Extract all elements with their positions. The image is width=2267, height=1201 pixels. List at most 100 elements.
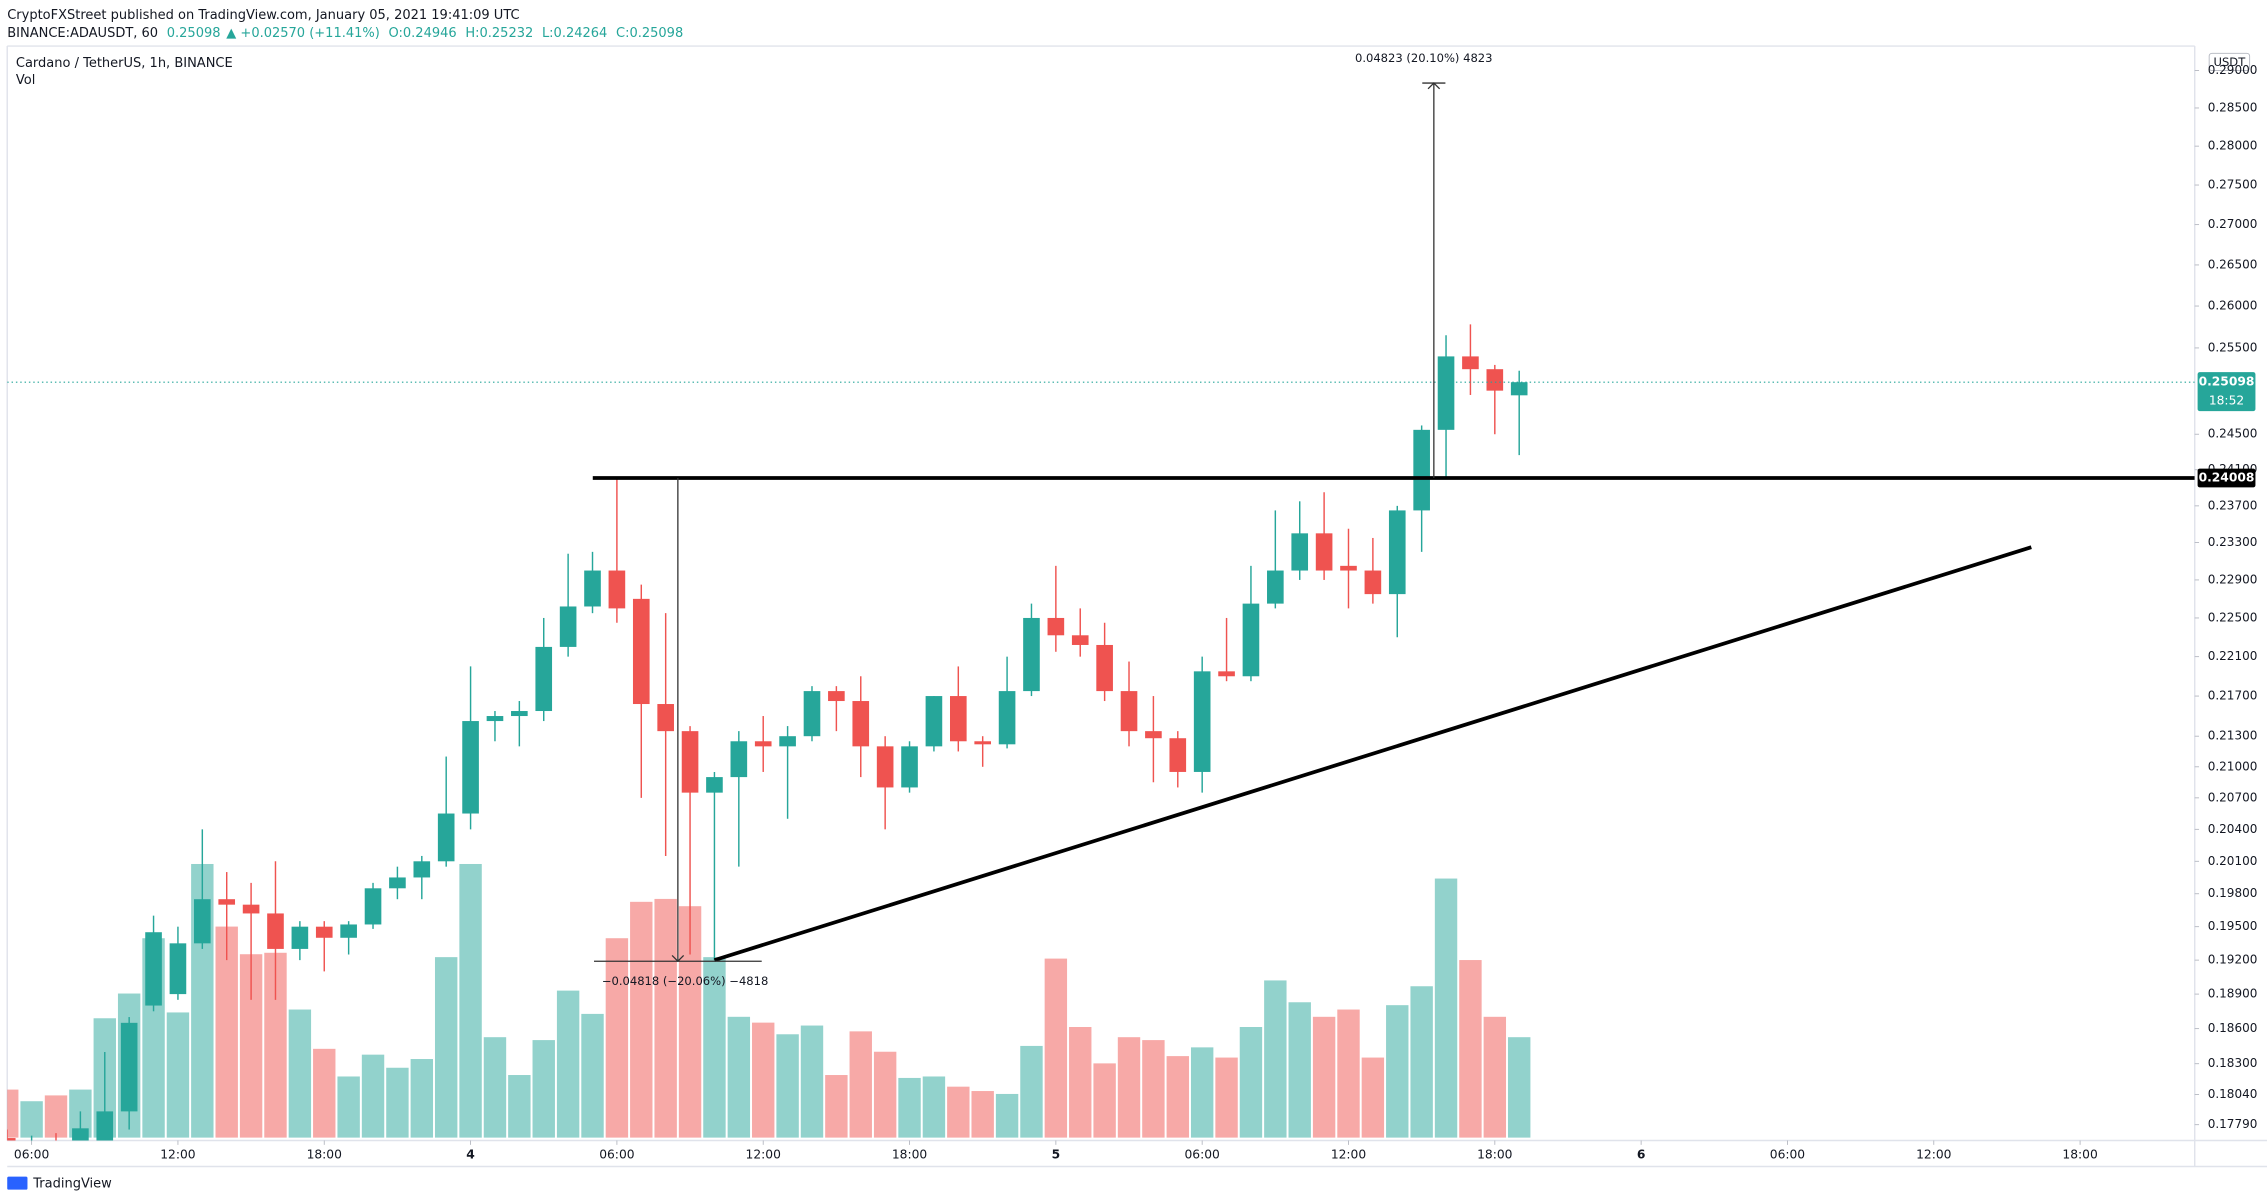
candle-body xyxy=(1388,510,1406,595)
resistance-tag xyxy=(2197,468,2256,488)
volume-bar xyxy=(1264,980,1287,1138)
volume-bar xyxy=(1434,878,1458,1138)
x-tick-label: 6 xyxy=(1637,1147,1646,1161)
volume-bar xyxy=(1312,1016,1336,1138)
volume-bar xyxy=(873,1051,897,1138)
candle-body xyxy=(242,904,260,914)
candle-body xyxy=(1486,369,1504,391)
candle-body xyxy=(511,711,528,717)
volume-bar xyxy=(825,1075,848,1138)
tradingview-logo: TradingView xyxy=(7,1176,112,1191)
candle-body xyxy=(1340,565,1357,571)
candle-body xyxy=(1023,617,1040,692)
candle-body xyxy=(462,721,479,814)
volume-bar xyxy=(1069,1027,1092,1138)
volume-bar xyxy=(532,1040,555,1138)
countdown: 18:52 xyxy=(2209,394,2244,408)
candle-body xyxy=(120,1022,138,1112)
candle-body xyxy=(72,1128,89,1141)
x-tick-label: 12:00 xyxy=(160,1147,195,1161)
currency-box xyxy=(2208,52,2251,72)
y-tick-label: 0.22100 xyxy=(2208,649,2258,663)
candle-body xyxy=(974,741,992,745)
x-tick-label: 12:00 xyxy=(746,1147,781,1161)
x-tick-label: 06:00 xyxy=(1184,1147,1219,1161)
candle-body xyxy=(901,746,918,788)
volume-bar xyxy=(971,1091,994,1138)
volume-bar xyxy=(166,1012,190,1138)
y-tick-label: 0.29000 xyxy=(2208,63,2258,77)
volume-bar xyxy=(44,1095,68,1138)
volume-bar xyxy=(703,957,726,1138)
header-item: H:0.25232 xyxy=(465,26,533,41)
candle-body xyxy=(145,932,162,1006)
volume-bar xyxy=(1117,1037,1141,1138)
candle-body xyxy=(291,926,309,949)
volume-bar xyxy=(264,952,287,1138)
volume-bar xyxy=(1361,1057,1385,1138)
candle-body xyxy=(754,741,772,747)
y-tick-label: 0.18900 xyxy=(2208,987,2258,1001)
candle-body xyxy=(779,736,796,747)
candle-body xyxy=(1437,356,1455,430)
y-tick-label: 0.19200 xyxy=(2208,953,2258,967)
volume-bar xyxy=(1337,1009,1360,1138)
candle-body xyxy=(1145,731,1162,739)
header-item: C:0.25098 xyxy=(616,26,683,41)
x-tick-label: 18:00 xyxy=(1477,1147,1512,1161)
brand: TradingView xyxy=(32,1176,112,1191)
y-tick-label: 0.28000 xyxy=(2208,139,2258,153)
candle-body xyxy=(267,913,284,949)
candle-body xyxy=(194,899,211,944)
candle-body xyxy=(1096,644,1113,692)
volume-bar xyxy=(1239,1027,1263,1138)
y-tick-label: 0.17790 xyxy=(2208,1117,2258,1131)
measure-label: −0.04818 (−20.06%) −4818 xyxy=(602,974,769,988)
candle-body xyxy=(389,877,406,889)
candle-body xyxy=(96,1111,114,1141)
candle-body xyxy=(1267,570,1284,604)
candle-body xyxy=(218,899,236,905)
y-tick-label: 0.26000 xyxy=(2208,299,2258,313)
candle-body xyxy=(1462,356,1479,370)
published-line: CryptoFXStreet published on TradingView.… xyxy=(7,8,519,23)
volume-bar xyxy=(995,1093,1019,1138)
candle-body xyxy=(730,741,748,778)
candle-body xyxy=(1047,617,1065,636)
y-tick-label: 0.18600 xyxy=(2208,1021,2258,1035)
header-item: 0.25098 xyxy=(167,26,221,41)
resistance-label: 0.24008 xyxy=(2199,471,2255,485)
measure-arrow xyxy=(671,955,685,963)
chart-title: Cardano / TetherUS, 1h, BINANCE xyxy=(16,56,233,71)
y-tick-label: 0.19800 xyxy=(2208,886,2258,900)
y-tick-label: 0.20400 xyxy=(2208,822,2258,836)
volume-bar xyxy=(20,1101,43,1138)
candle-body xyxy=(315,926,333,938)
candle-body xyxy=(949,696,967,742)
volume-bar xyxy=(313,1048,336,1138)
x-tick-label: 18:00 xyxy=(2062,1147,2097,1161)
volume-legend: Vol xyxy=(16,73,35,88)
volume-bar xyxy=(483,1037,507,1138)
volume-bar xyxy=(922,1076,946,1138)
candle-body xyxy=(1120,691,1138,732)
volume-bar xyxy=(215,926,238,1138)
candle-body xyxy=(437,813,455,862)
volume-bar xyxy=(752,1022,775,1138)
y-tick-label: 0.22900 xyxy=(2208,572,2258,586)
candle-body xyxy=(169,943,187,995)
candle-body xyxy=(1315,533,1333,571)
candle-body xyxy=(413,861,431,878)
volume-bar xyxy=(727,1016,751,1138)
logo-icon xyxy=(7,1176,28,1190)
x-tick-label: 18:00 xyxy=(307,1147,342,1161)
volume-bar xyxy=(556,990,580,1138)
y-tick-label: 0.20100 xyxy=(2208,854,2258,868)
header-item: BINANCE:ADAUSDT, 60 xyxy=(7,26,158,41)
volume-bar xyxy=(1190,1047,1214,1138)
volume-bar xyxy=(288,1009,312,1138)
candle-body xyxy=(608,570,626,609)
currency: USDT xyxy=(2214,55,2247,69)
